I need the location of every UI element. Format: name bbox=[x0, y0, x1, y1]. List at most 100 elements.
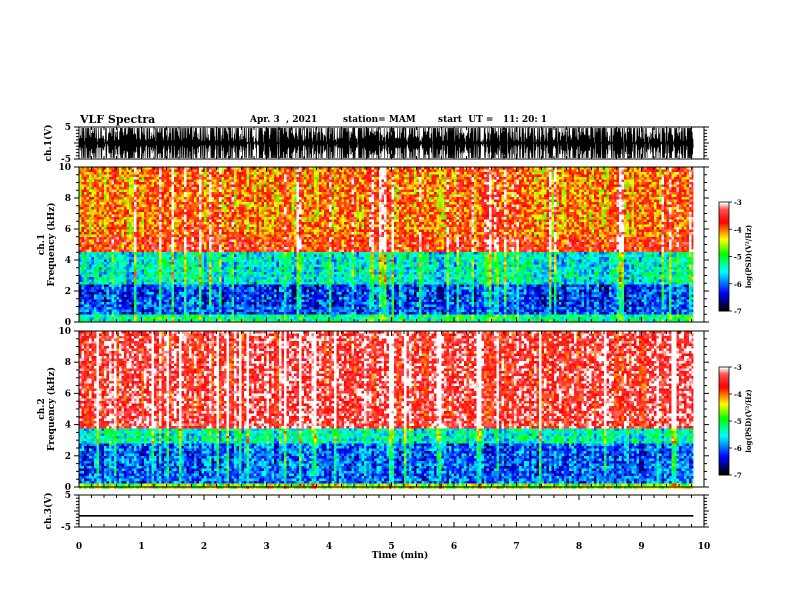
y-tick-label: 8 bbox=[65, 194, 71, 204]
colorbar-segment bbox=[719, 467, 729, 471]
ch1-waveform-panel: 5 -5 ch.1(V) bbox=[43, 123, 709, 165]
colorbar-segment bbox=[719, 421, 729, 424]
colorbar-segment bbox=[719, 276, 729, 279]
channel-label: ch.1 bbox=[37, 234, 47, 255]
colorbar-segment bbox=[719, 265, 729, 268]
colorbar-segment bbox=[719, 274, 729, 277]
colorbar-segment bbox=[719, 227, 729, 230]
colorbar-segment bbox=[719, 473, 729, 476]
ch1-ylabel: ch.1(V) bbox=[43, 125, 54, 162]
colorbar-tick-label: -5 bbox=[734, 417, 742, 426]
ch2-spectrogram-panel: 0 2 4 6 8 10 ch.2 Frequency (kHz) bbox=[37, 327, 709, 493]
chart-title: VLF Spectra bbox=[80, 113, 155, 126]
ch2-colorbar: -3 -4 -5 -6 -7 log(PSD)(V²/Hz) bbox=[718, 363, 753, 480]
y-tick-label: 8 bbox=[65, 358, 71, 368]
colorbar-segment bbox=[719, 374, 729, 377]
colorbar-segment bbox=[719, 247, 729, 250]
colorbar-segment bbox=[719, 205, 729, 208]
colorbar-segment bbox=[719, 457, 729, 460]
x-tick-label: 1 bbox=[138, 542, 144, 552]
colorbar-segment bbox=[719, 426, 729, 429]
colorbar-segment bbox=[719, 296, 729, 299]
x-tick-label: 0 bbox=[76, 542, 82, 552]
y-tick-label: 4 bbox=[65, 256, 71, 266]
y-tick-label: 5 bbox=[65, 491, 71, 501]
colorbar-segment bbox=[719, 370, 729, 373]
colorbar-segment bbox=[719, 453, 729, 456]
frequency-axis-label: Frequency (kHz) bbox=[46, 202, 57, 286]
colorbar-segment bbox=[719, 451, 729, 454]
y-tick-label: -5 bbox=[61, 155, 71, 165]
ch1-signal-trace bbox=[78, 127, 694, 159]
colorbar-segment bbox=[719, 272, 729, 276]
colorbar-segment bbox=[719, 229, 729, 232]
colorbar-segment bbox=[719, 449, 729, 453]
colorbar-segment bbox=[719, 212, 729, 216]
colorbar-segment bbox=[719, 305, 729, 308]
colorbar-segment bbox=[719, 287, 729, 290]
colorbar-segment bbox=[719, 458, 729, 462]
colorbar-segment bbox=[719, 283, 729, 287]
x-tick-label: 8 bbox=[576, 542, 582, 552]
y-tick-label: 0 bbox=[65, 318, 71, 328]
colorbar-segment bbox=[719, 223, 729, 227]
y-tick-label: 10 bbox=[58, 327, 71, 337]
colorbar-segment bbox=[719, 294, 729, 297]
colorbar-segment bbox=[719, 372, 729, 375]
colorbar-segment bbox=[719, 439, 729, 442]
colorbar-segment bbox=[719, 394, 729, 397]
colorbar-segment bbox=[719, 395, 729, 399]
colorbar-segment bbox=[719, 301, 729, 305]
colorbar-segment bbox=[719, 307, 729, 310]
colorbar-segment bbox=[719, 383, 729, 386]
x-tick-label: 5 bbox=[388, 542, 394, 552]
spectrogram-cells bbox=[79, 167, 694, 323]
y-tick-label: 6 bbox=[65, 389, 71, 399]
colorbar-segment bbox=[719, 249, 729, 252]
colorbar-segment bbox=[719, 377, 729, 381]
colorbar-tick-label: -4 bbox=[734, 390, 742, 399]
station-label: station= MAM bbox=[343, 115, 416, 125]
colorbar-tick-label: -7 bbox=[734, 307, 742, 316]
spectrogram-cells bbox=[79, 331, 694, 489]
colorbar-segment bbox=[719, 234, 729, 237]
y-tick-label: -5 bbox=[61, 523, 71, 533]
colorbar-segment bbox=[719, 285, 729, 288]
colorbar-segment bbox=[719, 417, 729, 420]
colorbar-segment bbox=[719, 218, 729, 221]
colorbar-segment bbox=[719, 271, 729, 274]
colorbar-segment bbox=[719, 232, 729, 236]
colorbar-segment bbox=[719, 385, 729, 388]
colorbar-tick-label: -6 bbox=[734, 280, 742, 289]
colorbar-segment bbox=[719, 269, 729, 272]
colorbar-segment bbox=[719, 408, 729, 411]
y-tick-label: 10 bbox=[58, 163, 71, 173]
colorbar-segment bbox=[719, 251, 729, 254]
colorbar-segment bbox=[719, 390, 729, 393]
colorbar-segment bbox=[719, 261, 729, 265]
colorbar-segment bbox=[719, 292, 729, 296]
date-label: Apr. 3 , 2021 bbox=[250, 115, 317, 125]
colorbar-segment bbox=[719, 424, 729, 427]
colorbar-segment bbox=[719, 300, 729, 303]
colorbar-segment bbox=[719, 440, 729, 444]
colorbar-tick-label: -3 bbox=[734, 363, 742, 372]
colorbar-segment bbox=[719, 388, 729, 391]
colorbar-segment bbox=[719, 464, 729, 467]
colorbar-segment bbox=[719, 263, 729, 267]
colorbar-tick-label: -3 bbox=[734, 198, 742, 207]
colorbar-segment bbox=[719, 291, 729, 294]
colorbar-segment bbox=[719, 280, 729, 283]
y-tick-label: 2 bbox=[65, 452, 71, 462]
x-tick-label: 10 bbox=[698, 542, 711, 552]
colorbar-segment bbox=[719, 368, 729, 372]
x-tick-label: 9 bbox=[638, 542, 644, 552]
y-tick-label: 5 bbox=[65, 123, 71, 133]
colorbar-segment bbox=[719, 245, 729, 248]
colorbar-tick-label: -5 bbox=[734, 253, 742, 262]
colorbar-segment bbox=[719, 446, 729, 449]
colorbar-segment bbox=[719, 413, 729, 417]
colorbar-segment bbox=[719, 214, 729, 217]
y-tick-label: 4 bbox=[65, 421, 71, 431]
